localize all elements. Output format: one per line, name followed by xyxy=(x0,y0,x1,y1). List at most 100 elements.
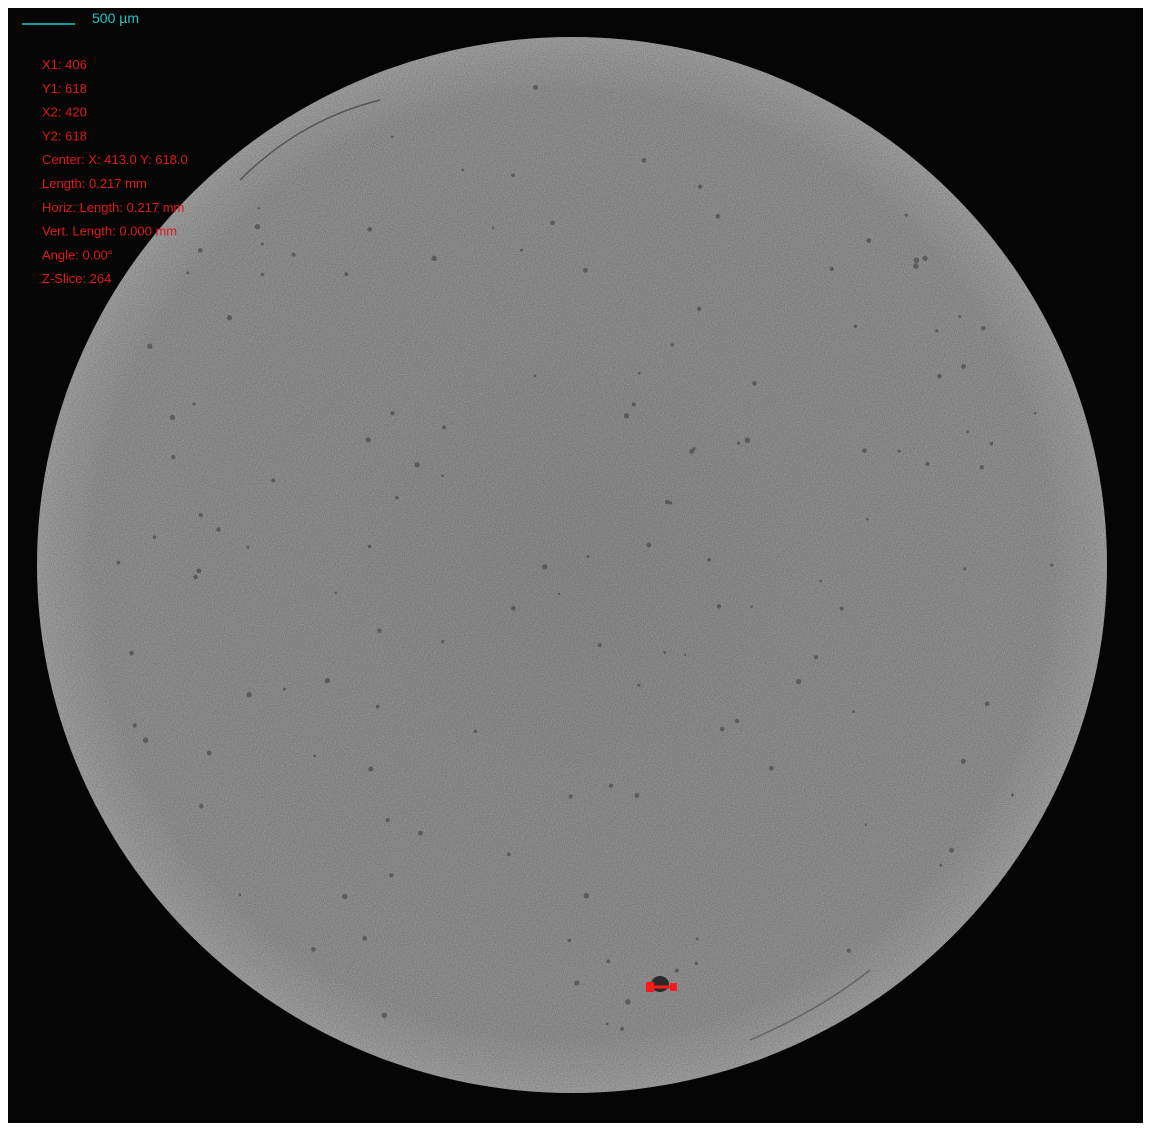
pore xyxy=(949,848,954,853)
pore xyxy=(625,999,631,1005)
pore xyxy=(367,227,372,232)
pore xyxy=(769,766,774,771)
pore xyxy=(368,767,373,772)
pore xyxy=(261,273,264,276)
pore xyxy=(1034,412,1037,415)
pore xyxy=(461,169,464,172)
pore xyxy=(395,496,398,499)
pore xyxy=(153,535,157,539)
pore xyxy=(866,238,871,243)
overlay-line: Z-Slice: 264 xyxy=(42,271,111,286)
pore xyxy=(227,315,232,320)
pore xyxy=(684,654,686,656)
pore xyxy=(963,567,966,570)
pore xyxy=(925,462,929,466)
pore xyxy=(246,692,251,697)
pore xyxy=(961,364,966,369)
pore xyxy=(935,329,938,332)
pore xyxy=(199,513,203,517)
pore xyxy=(646,543,651,548)
pore xyxy=(696,938,699,941)
pore xyxy=(966,430,969,433)
pore xyxy=(344,272,348,276)
pore xyxy=(311,947,316,952)
sample-texture xyxy=(37,37,1107,1093)
pore xyxy=(717,604,721,608)
pore xyxy=(637,684,640,687)
pore xyxy=(199,804,204,809)
pore xyxy=(193,575,198,580)
overlay-line: Y1: 618 xyxy=(42,81,87,96)
pore xyxy=(390,411,394,415)
pore xyxy=(550,220,555,225)
pore xyxy=(1050,563,1053,566)
pore xyxy=(533,85,538,90)
measure-handle xyxy=(646,982,654,992)
pore xyxy=(697,307,702,312)
pore xyxy=(216,527,221,532)
pore xyxy=(568,939,572,943)
pore xyxy=(129,651,134,656)
pore xyxy=(271,478,275,482)
pore xyxy=(147,344,152,349)
pore xyxy=(609,784,613,788)
pore xyxy=(511,606,516,611)
pore xyxy=(905,213,908,216)
pore xyxy=(981,326,986,331)
pore xyxy=(362,936,367,941)
pore xyxy=(386,818,390,822)
pore xyxy=(854,324,858,328)
pore xyxy=(913,263,919,269)
pore xyxy=(414,462,419,467)
pore xyxy=(258,207,260,209)
pore xyxy=(442,426,446,430)
pore xyxy=(418,831,423,836)
pore xyxy=(961,759,966,764)
pore xyxy=(198,248,203,253)
pore xyxy=(707,558,711,562)
pore xyxy=(474,730,477,733)
pore xyxy=(814,655,818,659)
pore xyxy=(325,678,330,683)
pore xyxy=(520,249,523,252)
pore xyxy=(568,794,572,798)
pore xyxy=(670,343,674,347)
pore xyxy=(584,893,590,899)
pore xyxy=(391,136,394,139)
pore xyxy=(1011,793,1014,796)
pore xyxy=(695,962,698,965)
overlay-line: Center: X: 413.0 Y: 618.0 xyxy=(42,152,188,167)
overlay-line: Length: 0.217 mm xyxy=(42,176,147,191)
pore xyxy=(558,593,560,595)
pore xyxy=(283,688,286,691)
pore xyxy=(143,737,148,742)
pore xyxy=(196,568,201,573)
pore xyxy=(492,227,495,230)
pore xyxy=(620,1027,624,1031)
pore xyxy=(980,465,984,469)
pore xyxy=(914,257,920,263)
pore xyxy=(583,268,588,273)
pore xyxy=(533,374,536,377)
pore xyxy=(698,185,702,189)
pore xyxy=(246,546,249,549)
pore xyxy=(606,1022,609,1025)
overlay-line: X1: 406 xyxy=(42,57,87,72)
pore xyxy=(171,455,175,459)
pore xyxy=(574,980,579,985)
pore xyxy=(238,893,241,896)
pore xyxy=(862,448,867,453)
pore xyxy=(376,705,380,709)
pore xyxy=(635,793,640,798)
pore xyxy=(830,267,834,271)
overlay-line: Horiz. Length: 0.217 mm xyxy=(42,200,184,215)
pore xyxy=(313,755,316,758)
pore xyxy=(334,592,337,595)
pore xyxy=(665,500,670,505)
pore xyxy=(624,413,629,418)
pore xyxy=(441,640,444,643)
pore xyxy=(441,474,444,477)
pore xyxy=(735,719,739,723)
pore xyxy=(937,374,941,378)
pore xyxy=(192,402,195,405)
